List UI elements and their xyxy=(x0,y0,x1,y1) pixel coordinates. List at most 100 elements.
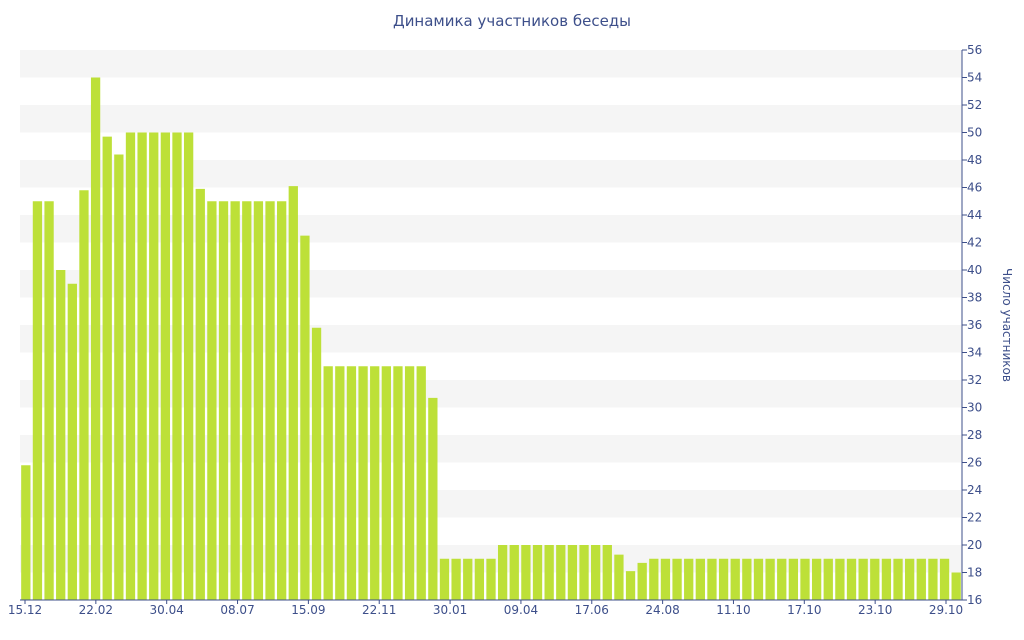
chart-title: Динамика участников беседы xyxy=(392,12,632,30)
bar[interactable] xyxy=(288,186,298,600)
x-tick-label: 24.08 xyxy=(645,603,679,617)
grid-band xyxy=(20,50,962,78)
bar[interactable] xyxy=(707,558,717,600)
bar[interactable] xyxy=(439,558,450,600)
bar[interactable] xyxy=(742,558,752,600)
bar[interactable] xyxy=(44,201,54,600)
bar[interactable] xyxy=(21,465,31,600)
bar[interactable] xyxy=(591,545,601,600)
y-tick-label: 26 xyxy=(967,456,982,470)
bar[interactable] xyxy=(381,366,391,600)
bar[interactable] xyxy=(939,558,950,600)
y-tick-label: 24 xyxy=(967,483,982,497)
bar[interactable] xyxy=(753,558,764,600)
bar[interactable] xyxy=(765,558,775,600)
bar[interactable] xyxy=(777,558,787,600)
bar[interactable] xyxy=(56,270,66,600)
bar[interactable] xyxy=(90,77,101,601)
bar[interactable] xyxy=(79,190,89,600)
x-tick-label: 15.12 xyxy=(8,603,42,617)
y-tick-label: 38 xyxy=(967,291,982,305)
bar[interactable] xyxy=(567,545,578,600)
bar[interactable] xyxy=(858,558,868,600)
bar[interactable] xyxy=(788,558,799,600)
bar[interactable] xyxy=(416,366,426,600)
bar[interactable] xyxy=(277,201,287,600)
bar[interactable] xyxy=(102,136,112,601)
bar[interactable] xyxy=(835,558,845,600)
x-tick-label: 17.06 xyxy=(575,603,609,617)
bar[interactable] xyxy=(497,545,508,600)
x-tick-label: 23.10 xyxy=(858,603,892,617)
bar[interactable] xyxy=(253,201,264,600)
y-tick-label: 34 xyxy=(967,346,982,360)
bar[interactable] xyxy=(486,558,496,600)
x-tick-label: 15.09 xyxy=(291,603,325,617)
bar[interactable] xyxy=(358,366,368,600)
bar[interactable] xyxy=(823,558,833,600)
bar[interactable] xyxy=(614,554,624,601)
bar[interactable] xyxy=(335,366,345,600)
bar[interactable] xyxy=(846,558,857,600)
bar[interactable] xyxy=(672,558,682,600)
bar[interactable] xyxy=(32,201,43,600)
y-tick-label: 32 xyxy=(967,373,982,387)
bar[interactable] xyxy=(532,545,543,600)
y-tick-label: 54 xyxy=(967,71,982,85)
bar[interactable] xyxy=(730,558,740,600)
bar[interactable] xyxy=(300,235,310,601)
bar[interactable] xyxy=(451,558,461,600)
bar[interactable] xyxy=(660,558,671,600)
bar[interactable] xyxy=(625,571,636,601)
bar[interactable] xyxy=(800,558,810,600)
bar[interactable] xyxy=(474,558,485,600)
bar[interactable] xyxy=(905,558,915,600)
bar[interactable] xyxy=(195,188,205,600)
grid-band xyxy=(20,105,962,133)
bar[interactable] xyxy=(881,558,892,600)
bar[interactable] xyxy=(218,201,229,600)
bar[interactable] xyxy=(916,558,926,600)
bar[interactable] xyxy=(172,132,182,601)
bar[interactable] xyxy=(125,132,136,601)
bar[interactable] xyxy=(242,201,252,600)
bar[interactable] xyxy=(928,558,938,600)
y-tick-label: 18 xyxy=(967,566,982,580)
x-tick-label: 30.01 xyxy=(433,603,467,617)
bar[interactable] xyxy=(556,545,566,600)
bar[interactable] xyxy=(521,545,531,600)
y-tick-label: 16 xyxy=(967,593,982,607)
bar[interactable] xyxy=(579,545,589,600)
bar[interactable] xyxy=(463,558,473,600)
bar[interactable] xyxy=(393,366,403,600)
bar[interactable] xyxy=(718,558,729,600)
bar[interactable] xyxy=(893,558,903,600)
bar[interactable] xyxy=(67,283,77,600)
bar[interactable] xyxy=(544,545,554,600)
bar[interactable] xyxy=(811,558,822,600)
bar[interactable] xyxy=(509,545,519,600)
bar[interactable] xyxy=(695,558,705,600)
bar[interactable] xyxy=(684,558,694,600)
bar[interactable] xyxy=(637,562,647,601)
bar[interactable] xyxy=(149,132,159,601)
bar[interactable] xyxy=(160,132,171,601)
bar[interactable] xyxy=(370,366,380,600)
bar[interactable] xyxy=(323,366,333,600)
bar[interactable] xyxy=(207,201,217,600)
bar[interactable] xyxy=(404,366,415,600)
bar[interactable] xyxy=(137,132,147,601)
bar[interactable] xyxy=(183,132,194,601)
bar[interactable] xyxy=(602,545,612,600)
bar[interactable] xyxy=(265,201,275,600)
bar[interactable] xyxy=(649,558,659,600)
x-tick-label: 22.02 xyxy=(79,603,113,617)
bar[interactable] xyxy=(951,572,961,601)
bar[interactable] xyxy=(428,397,438,601)
bar[interactable] xyxy=(311,327,322,600)
bar[interactable] xyxy=(346,366,357,600)
bar[interactable] xyxy=(230,201,240,600)
bar[interactable] xyxy=(870,558,880,600)
bar[interactable] xyxy=(114,154,124,601)
